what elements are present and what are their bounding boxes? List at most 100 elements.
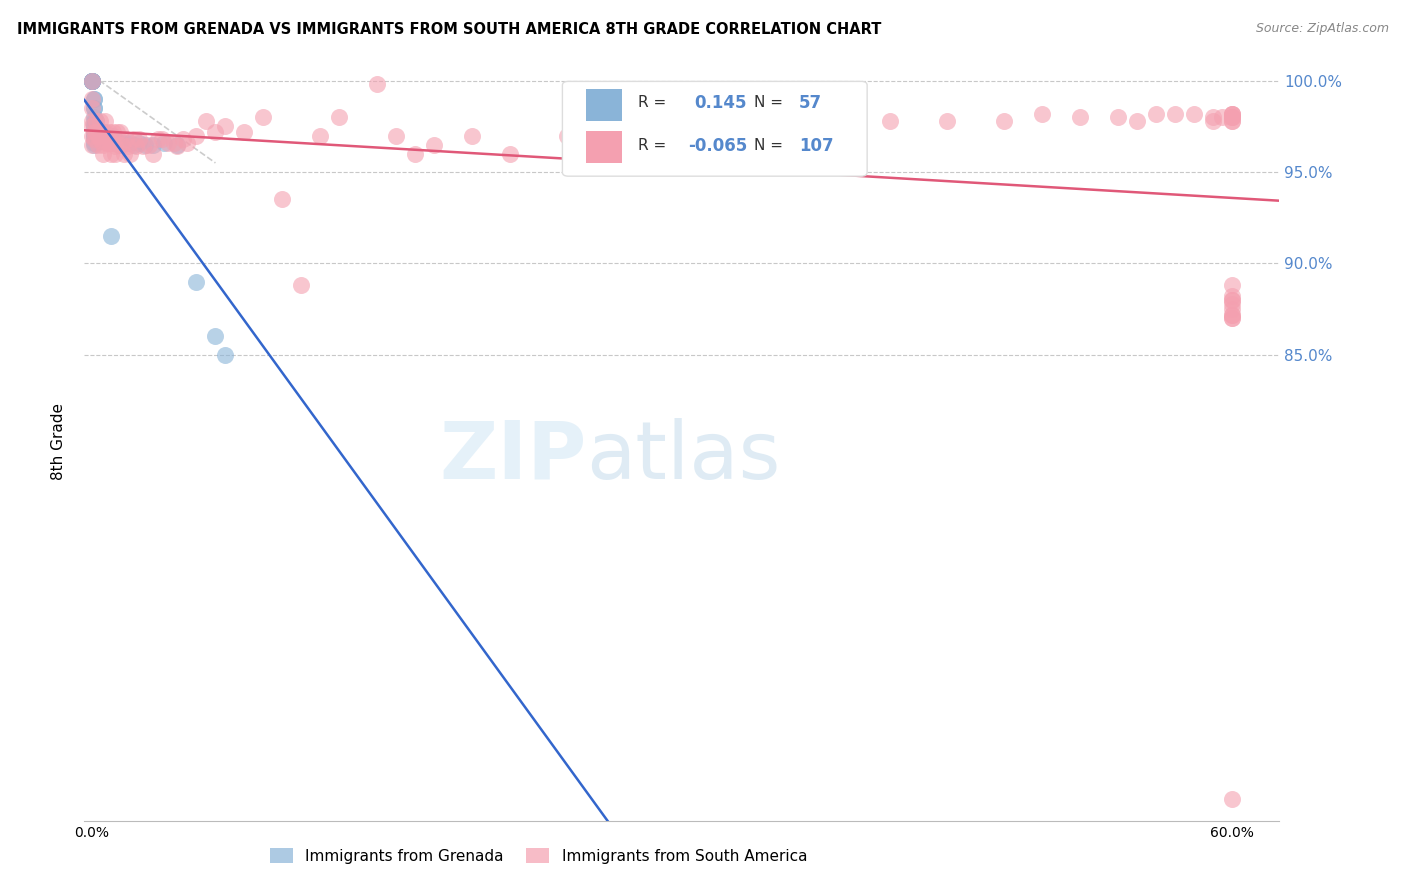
Point <box>176 136 198 150</box>
Point <box>142 146 165 161</box>
Point <box>1220 311 1243 326</box>
Point <box>94 128 117 143</box>
Point <box>252 110 274 124</box>
Point <box>80 92 103 106</box>
Text: R =: R = <box>638 95 666 110</box>
Point <box>84 114 107 128</box>
Point <box>1220 110 1243 124</box>
Point <box>214 120 236 134</box>
Point <box>803 125 825 139</box>
Point <box>309 128 332 143</box>
Text: 57: 57 <box>799 94 823 112</box>
Text: -0.065: -0.065 <box>688 136 747 155</box>
Point <box>1220 293 1243 307</box>
Point <box>80 73 103 87</box>
Point <box>90 134 112 148</box>
Point <box>1069 110 1091 124</box>
Point <box>1211 110 1233 124</box>
Point <box>101 125 124 139</box>
Point <box>84 128 107 143</box>
Point <box>118 146 141 161</box>
Point <box>93 125 115 139</box>
Legend: Immigrants from Grenada, Immigrants from South America: Immigrants from Grenada, Immigrants from… <box>264 842 813 870</box>
Point <box>83 120 105 134</box>
Point <box>1202 114 1225 128</box>
Point <box>84 125 107 139</box>
Point <box>83 125 105 139</box>
Point <box>89 125 111 139</box>
Point <box>80 128 103 143</box>
Point <box>83 101 105 115</box>
Point <box>499 146 522 161</box>
Point <box>83 92 105 106</box>
Point <box>204 125 226 139</box>
Bar <box>586 131 623 163</box>
Point <box>841 114 863 128</box>
Point <box>84 120 107 134</box>
Point <box>105 125 128 139</box>
Point <box>1164 106 1187 120</box>
Point <box>148 132 170 146</box>
Point <box>1202 110 1225 124</box>
Point <box>1220 106 1243 120</box>
Point <box>366 78 388 92</box>
Point <box>461 128 484 143</box>
Point <box>80 73 103 87</box>
Point <box>1220 791 1243 805</box>
Point <box>98 125 121 139</box>
Point <box>204 329 226 343</box>
Point <box>166 137 188 152</box>
Point <box>1220 308 1243 322</box>
Text: R =: R = <box>638 138 666 153</box>
Point <box>404 146 426 161</box>
Point <box>94 114 117 128</box>
Point <box>1107 110 1129 124</box>
Point <box>96 128 118 143</box>
Point <box>115 136 138 150</box>
Point <box>96 128 118 143</box>
Point <box>593 110 616 124</box>
Point <box>1220 106 1243 120</box>
Point <box>80 73 103 87</box>
Point <box>1220 296 1243 310</box>
Point <box>651 92 673 106</box>
Point <box>1220 114 1243 128</box>
Point <box>134 137 156 152</box>
Point <box>153 136 176 150</box>
Point <box>1220 302 1243 317</box>
Point <box>118 136 141 150</box>
Point <box>186 128 208 143</box>
Y-axis label: 8th Grade: 8th Grade <box>51 403 66 480</box>
Point <box>1220 289 1243 303</box>
Point <box>101 136 124 150</box>
Point <box>936 114 959 128</box>
Text: 0.145: 0.145 <box>695 94 747 112</box>
Point <box>1220 311 1243 326</box>
Point <box>122 137 145 152</box>
Point <box>111 136 134 150</box>
Point <box>1220 293 1243 307</box>
Point <box>1031 106 1053 120</box>
Point <box>128 132 150 146</box>
Point <box>107 137 129 152</box>
Point <box>80 120 103 134</box>
Point <box>83 120 105 134</box>
Point <box>993 114 1015 128</box>
Text: ZIP: ZIP <box>439 417 586 496</box>
Point <box>104 139 127 153</box>
Point <box>186 275 208 289</box>
Point <box>84 125 107 139</box>
Point <box>122 132 145 146</box>
Point <box>111 137 134 152</box>
Point <box>83 137 105 152</box>
Point <box>86 128 108 143</box>
Point <box>290 278 312 293</box>
Point <box>83 132 105 146</box>
Point <box>86 128 108 143</box>
Point <box>104 132 127 146</box>
Point <box>93 137 115 152</box>
Point <box>83 110 105 124</box>
Point <box>80 73 103 87</box>
Point <box>94 134 117 148</box>
Point <box>128 136 150 150</box>
